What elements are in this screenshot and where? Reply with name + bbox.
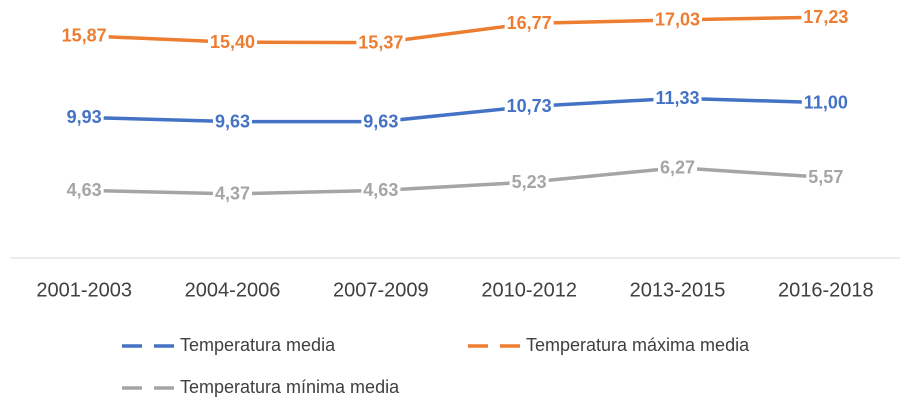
data-label-group: 16,77 bbox=[504, 13, 554, 34]
data-label-bg bbox=[657, 157, 698, 178]
data-label-bg bbox=[212, 111, 253, 132]
data-label-bg bbox=[653, 87, 702, 108]
data-label: 11,33 bbox=[655, 88, 699, 108]
data-label-group: 10,73 bbox=[504, 96, 554, 117]
data-label-bg bbox=[361, 111, 401, 132]
data-label-bg bbox=[64, 180, 104, 201]
data-label: 4,63 bbox=[67, 180, 102, 200]
data-label: 5,57 bbox=[808, 167, 843, 187]
data-label: 15,87 bbox=[62, 26, 107, 46]
data-label: 17,03 bbox=[655, 10, 700, 30]
data-label-bg bbox=[212, 183, 253, 204]
data-label-group: 9,63 bbox=[361, 111, 401, 132]
data-label: 10,73 bbox=[507, 96, 552, 116]
series-line bbox=[84, 96, 826, 124]
data-label-group: 15,40 bbox=[207, 32, 258, 52]
data-label-bg bbox=[207, 32, 258, 52]
legend-label: Temperatura media bbox=[180, 335, 336, 355]
data-label: 15,40 bbox=[210, 32, 255, 52]
data-label: 15,37 bbox=[358, 32, 403, 52]
data-label: 4,63 bbox=[363, 180, 398, 200]
x-tick-label: 2001-2003 bbox=[36, 279, 132, 301]
data-label: 16,77 bbox=[507, 13, 552, 33]
data-label-group: 9,63 bbox=[212, 111, 253, 132]
data-label-bg bbox=[652, 9, 703, 30]
data-label: 4,37 bbox=[215, 184, 250, 204]
data-label-bg bbox=[509, 171, 549, 192]
data-label-group: 15,37 bbox=[356, 32, 406, 53]
data-label-group: 6,27 bbox=[657, 157, 698, 178]
data-label: 11,00 bbox=[804, 93, 848, 113]
data-label-group: 9,93 bbox=[64, 107, 104, 128]
data-label-group: 17,23 bbox=[801, 6, 851, 27]
data-label-group: 15,87 bbox=[59, 25, 109, 46]
series-line bbox=[84, 166, 826, 196]
data-label-bg bbox=[64, 107, 104, 128]
data-label: 6,27 bbox=[660, 158, 695, 178]
data-label-group: 5,57 bbox=[806, 167, 846, 188]
x-tick-label: 2013-2015 bbox=[630, 279, 726, 301]
data-label-group: 11,00 bbox=[801, 92, 850, 113]
data-label-group: 4,63 bbox=[64, 180, 104, 201]
series-line bbox=[84, 15, 826, 45]
x-tick-label: 2007-2009 bbox=[333, 279, 429, 301]
data-label-group: 17,03 bbox=[652, 9, 703, 30]
data-label-bg bbox=[801, 92, 850, 113]
data-label: 17,23 bbox=[803, 7, 848, 27]
x-tick-label: 2004-2006 bbox=[185, 279, 281, 301]
data-label-bg bbox=[504, 96, 554, 117]
data-label-bg bbox=[504, 13, 554, 34]
data-label: 9,63 bbox=[215, 111, 250, 131]
data-label-bg bbox=[59, 25, 109, 46]
data-label-bg bbox=[361, 180, 401, 201]
data-label-bg bbox=[806, 167, 846, 188]
x-tick-label: 2010-2012 bbox=[481, 279, 577, 301]
data-label: 9,93 bbox=[67, 107, 102, 127]
data-label: 9,63 bbox=[363, 111, 398, 131]
legend-label: Temperatura máxima media bbox=[526, 335, 750, 355]
data-label-bg bbox=[356, 32, 406, 53]
data-label-group: 4,63 bbox=[361, 180, 401, 201]
data-label-group: 4,37 bbox=[212, 183, 253, 204]
legend-label: Temperatura mínima media bbox=[180, 377, 400, 397]
data-label-group: 5,23 bbox=[509, 171, 549, 192]
data-label-group: 11,33 bbox=[653, 87, 702, 108]
x-tick-label: 2016-2018 bbox=[778, 279, 874, 301]
data-label: 5,23 bbox=[512, 172, 547, 192]
data-label-bg bbox=[801, 6, 851, 27]
